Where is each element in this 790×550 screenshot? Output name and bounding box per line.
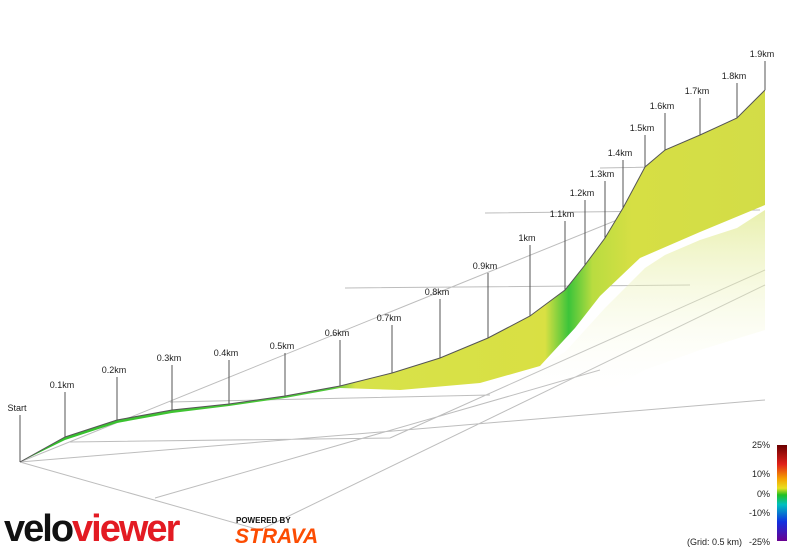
marker-label: 0.7km bbox=[377, 313, 402, 323]
profile-curtain bbox=[20, 90, 765, 462]
profile-line bbox=[19, 89, 766, 463]
legend-label: 25% bbox=[752, 440, 770, 450]
marker-label: 1.4km bbox=[608, 148, 633, 158]
legend-label: 0% bbox=[757, 489, 770, 499]
marker-label: 1.9km bbox=[750, 49, 775, 59]
legend-label: 10% bbox=[752, 469, 770, 479]
marker-label: Start bbox=[7, 403, 27, 413]
marker-label: 0.6km bbox=[325, 328, 350, 338]
marker-label: 1.5km bbox=[630, 123, 655, 133]
distance-markers: Start 0.1km 0.2km 0.3km 0.4km 0.5km 0.6km 0.7km… bbox=[7, 49, 774, 462]
marker-label: 0.8km bbox=[425, 287, 450, 297]
marker-label: 0.1km bbox=[50, 380, 75, 390]
marker-label: 0.2km bbox=[102, 365, 127, 375]
marker-label: 0.9km bbox=[473, 261, 498, 271]
profile-reflection bbox=[340, 210, 765, 402]
marker-label: 1.6km bbox=[650, 101, 675, 111]
marker-label: 1.3km bbox=[590, 169, 615, 179]
marker-label: 1km bbox=[518, 233, 535, 243]
legend-label: -25% bbox=[749, 537, 770, 547]
logo-part: viewer bbox=[72, 508, 181, 550]
strava-logo: STRAVA bbox=[235, 525, 318, 548]
gradient-legend: (Grid: 0.5 km) 25% 10% 0% -10% -25% bbox=[687, 440, 770, 547]
marker-label: 0.3km bbox=[157, 353, 182, 363]
grid-note: (Grid: 0.5 km) bbox=[687, 537, 742, 547]
marker-label: 1.7km bbox=[685, 86, 710, 96]
logo-part: velo bbox=[4, 508, 73, 550]
powered-by: POWERED BY bbox=[236, 516, 291, 525]
marker-label: 0.5km bbox=[270, 341, 295, 351]
gradient-scale bbox=[777, 445, 787, 541]
legend-label: -10% bbox=[749, 508, 770, 518]
logo: veloviewer bbox=[4, 508, 181, 550]
marker-label: 1.2km bbox=[570, 188, 595, 198]
marker-label: 1.8km bbox=[722, 71, 747, 81]
marker-label: 1.1km bbox=[550, 209, 575, 219]
marker-label: 0.4km bbox=[214, 348, 239, 358]
